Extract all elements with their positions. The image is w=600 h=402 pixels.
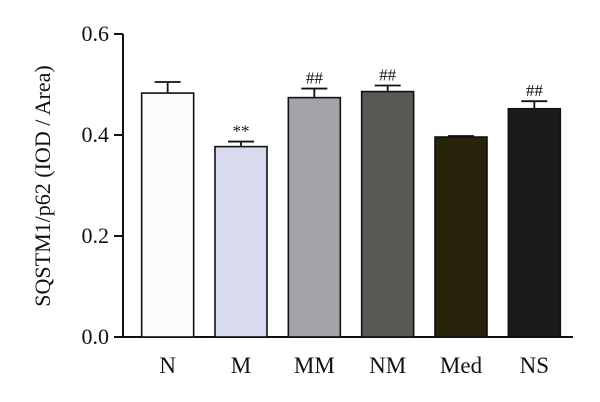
- x-tick-label: N: [159, 353, 176, 378]
- x-tick-label: NS: [520, 353, 549, 378]
- bar-mm: [287, 96, 342, 338]
- y-tick-label: 0.2: [82, 223, 110, 248]
- x-tick-label: MM: [294, 353, 335, 378]
- bar-med: [434, 136, 488, 338]
- significance-label: ##: [379, 66, 397, 85]
- bar-n: [140, 92, 195, 338]
- x-tick-label: M: [231, 353, 251, 378]
- significance-label: ##: [306, 69, 324, 88]
- labels: 0.00.20.40.6N M**MM##NM##Med NS##: [82, 21, 550, 378]
- bar-ns: [507, 107, 562, 338]
- x-tick-label: Med: [440, 353, 483, 378]
- y-axis-label: SQSTM1/p62 (IOD / Area): [30, 65, 55, 306]
- y-tick-label: 0.0: [82, 324, 110, 349]
- axes: [114, 33, 573, 338]
- bars: [140, 81, 562, 338]
- y-tick-label: 0.6: [82, 21, 110, 46]
- significance-label: ##: [526, 81, 544, 100]
- bar-m: [214, 145, 268, 338]
- significance-label: **: [233, 122, 250, 141]
- x-tick-label: NM: [369, 353, 406, 378]
- bar-nm: [360, 90, 415, 338]
- y-tick-label: 0.4: [82, 122, 110, 147]
